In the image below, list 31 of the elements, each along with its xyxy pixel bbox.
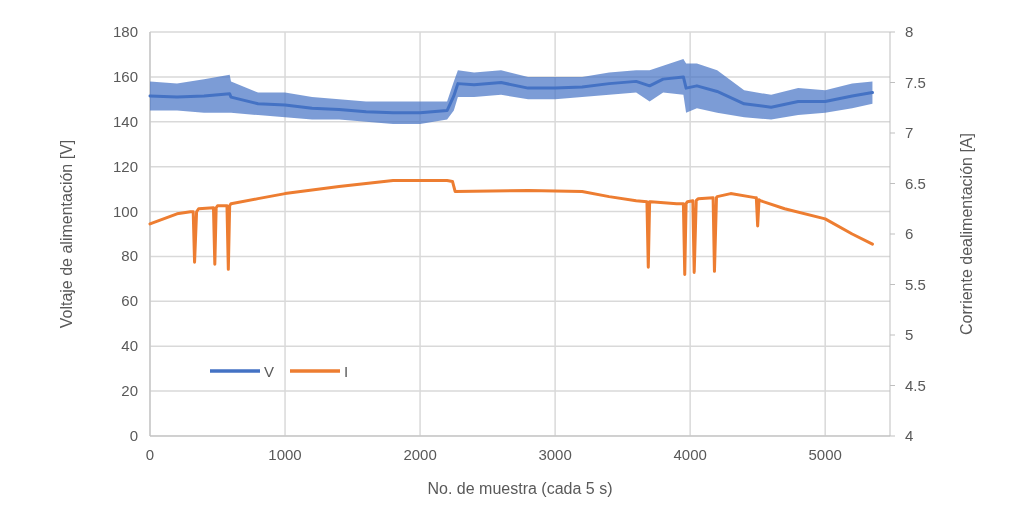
y-tick-label: 0 bbox=[129, 427, 138, 444]
y2-tick-label: 7 bbox=[905, 124, 914, 141]
x-tick-label: 5000 bbox=[808, 446, 842, 463]
x-tick-label: 3000 bbox=[538, 446, 572, 463]
y-tick-label: 120 bbox=[112, 157, 138, 175]
y-tick-label: 40 bbox=[121, 337, 138, 355]
y-tick-label: 80 bbox=[121, 247, 138, 265]
y2-tick-label: 5.5 bbox=[905, 275, 926, 293]
x-tick-label: 4000 bbox=[673, 446, 707, 463]
y-axis-title: Voltaje de alimentación [V] bbox=[58, 139, 75, 329]
y2-axis-title: Corriente dealimentación [A] bbox=[958, 133, 975, 335]
x-tick-label: 2000 bbox=[403, 446, 437, 463]
y2-tick-label: 4 bbox=[905, 427, 914, 444]
y-tick-label: 100 bbox=[112, 202, 138, 220]
legend-label: V bbox=[264, 363, 275, 380]
y2-tick-label: 5 bbox=[905, 326, 914, 343]
y-tick-label: 20 bbox=[121, 382, 138, 400]
x-tick-label: 1000 bbox=[268, 446, 302, 463]
y-tick-label: 180 bbox=[112, 23, 138, 40]
y2-tick-label: 6 bbox=[905, 225, 914, 242]
x-tick-label: 0 bbox=[145, 446, 155, 463]
line-series bbox=[148, 178, 874, 276]
y2-tick-label: 6.5 bbox=[905, 174, 926, 192]
y-tick-label: 60 bbox=[121, 292, 138, 310]
y2-tick-label: 8 bbox=[905, 23, 914, 40]
y2-tick-label: 4.5 bbox=[905, 376, 926, 394]
legend-label: I bbox=[344, 363, 349, 380]
y2-tick-label: 7.5 bbox=[905, 73, 926, 91]
x-axis-title: No. de muestra (cada 5 s) bbox=[427, 480, 613, 497]
y-tick-label: 140 bbox=[112, 112, 138, 130]
y-tick-label: 160 bbox=[112, 67, 138, 85]
